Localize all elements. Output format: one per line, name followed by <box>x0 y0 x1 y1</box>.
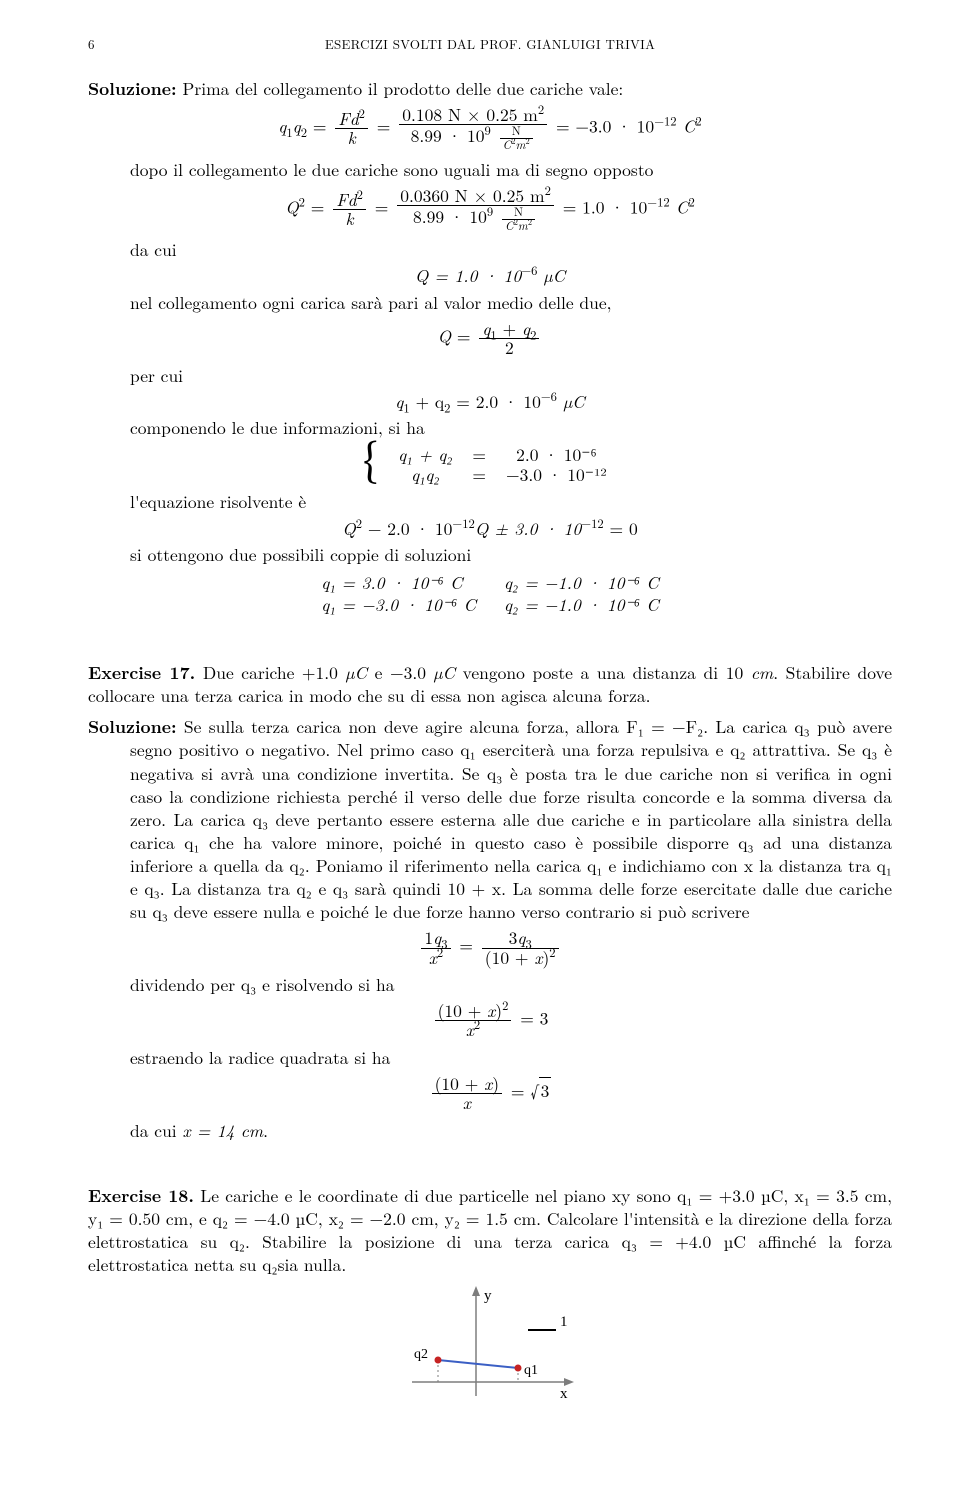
ex17-line-c: da cui x = 14 cm. <box>130 1119 892 1142</box>
ex18-body: Le cariche e le coordinate di due partic… <box>88 1183 892 1277</box>
eq2-rhs-exp: −12 <box>647 192 669 210</box>
ex17-statement: Exercise 17. Due cariche +1.0 µC e −3.0 … <box>88 661 892 707</box>
s2b: q₂ = −1.0 · 10⁻⁶ C <box>490 594 673 616</box>
eq5-unit: µC <box>557 389 585 414</box>
ex17-lc-b: x = 14 cm <box>183 1118 264 1143</box>
eq2-rhs: = 1.0 · 10 <box>563 194 648 219</box>
sol16-eq4: Q = q1 + q22 <box>88 320 892 358</box>
ex17-tc: vengono poste a una distanza di 10 <box>455 660 751 685</box>
sol16-line5: l'equazione risolvente è <box>130 490 892 513</box>
ex17-eq3: (10 + x)x = √3 <box>88 1075 892 1113</box>
sol16-line4: componendo le due informazioni, si ha <box>130 416 892 439</box>
sol16-eq3: Q = 1.0 · 10−6 µC <box>88 267 892 285</box>
sol16-dacui: da cui <box>130 238 892 261</box>
fig-label-y: y <box>484 1288 492 1304</box>
eq2-rhs-unit: C <box>670 194 689 219</box>
eq3-unit: µC <box>537 263 565 288</box>
sol16-line1: Soluzione: Prima del collegamento il pro… <box>130 77 892 100</box>
page: 6 ESERCIZI SVOLTI DAL PROF. GIANLUIGI TR… <box>0 0 960 1486</box>
eq1-den-a: 8.99 · 10 <box>411 123 485 148</box>
fig-label-x: x <box>560 1386 568 1402</box>
eq1-k: k <box>335 129 368 147</box>
sys-b1: q₁q₂ <box>388 465 462 485</box>
xy-axes-diagram-icon: y x 1 q1 q2 <box>406 1286 574 1412</box>
s1b: q₂ = −1.0 · 10⁻⁶ C <box>490 572 673 594</box>
eq1-rhs: = −3.0 · 10 <box>556 114 654 139</box>
sol16-text1: Prima del collegamento il prodotto delle… <box>177 76 624 101</box>
fig-label-1: 1 <box>560 1314 568 1330</box>
ex17-lc-a: da cui <box>130 1118 183 1143</box>
ex17-sol-para: Soluzione: Se sulla terza carica non dev… <box>130 715 892 923</box>
ex17-line-a: dividendo per q₃ e risolvendo si ha <box>130 973 892 996</box>
running-head: 6 ESERCIZI SVOLTI DAL PROF. GIANLUIGI TR… <box>88 34 892 53</box>
ex17-label: Exercise 17. <box>88 660 195 685</box>
sol16-line6: si ottengono due possibili coppie di sol… <box>130 543 892 566</box>
eq7-d: = 0 <box>604 516 638 541</box>
ex17-mu1: µC <box>346 660 367 685</box>
ex17-eq2: (10 + x)2x2 = 3 <box>88 1002 892 1040</box>
fig-label-q1: q1 <box>524 1363 538 1378</box>
sol16-eq1: q1q2 = Fd2k = 0.108 N × 0.25 m2 8.99 · 1… <box>88 106 892 152</box>
ex17-sol-body: Se sulla terza carica non deve agire alc… <box>130 714 892 924</box>
eq5-c: = 2.0 · 10 <box>450 389 540 414</box>
soluzione-label: Soluzione: <box>88 76 177 101</box>
fig-label-q2: q2 <box>414 1347 428 1362</box>
page-number: 6 <box>88 34 128 53</box>
eq7-a: Q <box>342 516 355 541</box>
eq1-unit-d-m: m <box>516 136 526 153</box>
eq5-b: + q <box>410 389 445 414</box>
solution-pairs: q₁ = 3.0 · 10⁻⁶ Cq₂ = −1.0 · 10⁻⁶ C q₁ =… <box>307 572 672 615</box>
s2a: q₁ = −3.0 · 10⁻⁶ C <box>307 594 490 616</box>
ex18-statement: Exercise 18. Le cariche e le coordinate … <box>88 1184 892 1276</box>
ex18-figure: y x 1 q1 q2 <box>406 1286 574 1412</box>
equation-system: q₁ + q₂=2.0 · 10⁻⁶ q₁q₂=−3.0 · 10⁻¹² <box>388 445 617 484</box>
ex17-sol-lead: Soluzione: <box>88 714 177 739</box>
ex17-ta: Due cariche +1.0 <box>195 660 345 685</box>
eq7-b: − 2.0 · 10 <box>362 516 452 541</box>
sys-b3: −3.0 · 10⁻¹² <box>496 465 617 485</box>
sys-b2: = <box>462 465 496 485</box>
ex17-tb: e −3.0 <box>367 660 434 685</box>
running-head-right-spacer <box>852 34 892 53</box>
sol16-line3: nel collegamento ogni carica sarà pari a… <box>130 291 892 314</box>
sol16-eq2: Q2 = Fd2k = 0.0360 N × 0.25 m2 8.99 · 10… <box>88 187 892 233</box>
running-head-title: ESERCIZI SVOLTI DAL PROF. GIANLUIGI TRIV… <box>128 34 852 53</box>
ex17-mu2: µC <box>434 660 455 685</box>
eq7-c: Q ± 3.0 · 10 <box>475 516 581 541</box>
ex17-cm: cm <box>751 660 773 685</box>
sol16-eq5: q1 + q2 = 2.0 · 10−6 µC <box>88 393 892 411</box>
eq1-rhs-unit: C <box>677 114 696 139</box>
eq1-unit-d-c: C <box>503 136 512 153</box>
eq3-lhs: Q = 1.0 · 10 <box>415 263 521 288</box>
ex17-eq1: 1q3x2 = 3q3(10 + x)2 <box>88 929 892 967</box>
s1a: q₁ = 3.0 · 10⁻⁶ C <box>307 572 490 594</box>
eq5-exp: −6 <box>541 387 557 405</box>
eq1-rhs-exp: −12 <box>654 112 676 130</box>
sol16-line2: dopo il collegamento le due cariche sono… <box>130 158 892 181</box>
ex17-lc-c: . <box>263 1118 268 1143</box>
sol16-percui: per cui <box>130 364 892 387</box>
sol16-eq7: Q2 − 2.0 · 10−12Q ± 3.0 · 10−12 = 0 <box>88 520 892 538</box>
sol16-solutions: q₁ = 3.0 · 10⁻⁶ Cq₂ = −1.0 · 10⁻⁶ C q₁ =… <box>88 572 892 615</box>
eq3-exp: −6 <box>521 262 537 280</box>
sol16-eq6-system: { q₁ + q₂=2.0 · 10⁻⁶ q₁q₂=−3.0 · 10⁻¹² <box>88 445 892 484</box>
ex17-line-b: estraendo la radice quadrata si ha <box>130 1046 892 1069</box>
ex18-label: Exercise 18. <box>88 1183 194 1208</box>
